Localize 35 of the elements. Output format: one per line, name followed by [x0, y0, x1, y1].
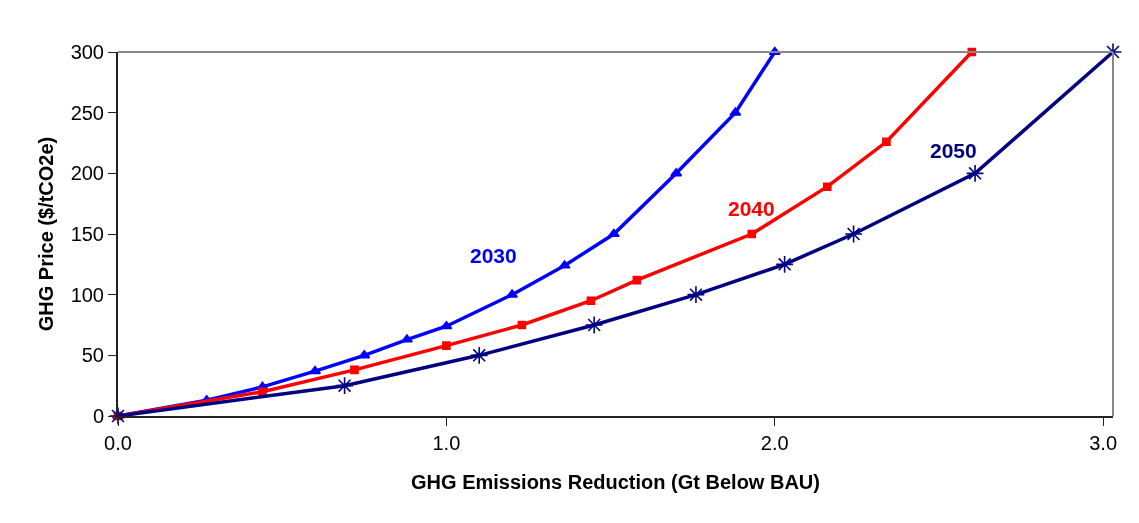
point: [584, 315, 604, 335]
point: [335, 376, 354, 395]
y-tick-label: 100: [70, 283, 104, 306]
x-axis-title: GHG Emissions Reduction (Gt Below BAU): [411, 471, 820, 493]
y-tick-label: 50: [81, 344, 104, 367]
point: [747, 229, 757, 239]
point: [350, 365, 359, 375]
point: [309, 365, 322, 375]
y-tick-label: 300: [70, 41, 104, 63]
point: [844, 224, 863, 244]
y-tick-label: 150: [70, 223, 104, 245]
x-tick-label: 2.0: [760, 432, 789, 454]
point: [882, 137, 891, 147]
x-tick-label: 3.0: [1089, 432, 1118, 454]
point: [442, 341, 451, 350]
point: [517, 320, 527, 330]
point: [823, 182, 832, 191]
point: [586, 296, 596, 306]
y-tick-label: 250: [70, 101, 104, 124]
point: [470, 346, 489, 365]
point: [775, 255, 794, 274]
series-label: 2040: [728, 197, 775, 220]
point: [686, 285, 706, 304]
point: [965, 164, 985, 183]
point: [440, 320, 453, 330]
point: [632, 275, 642, 285]
point: [258, 387, 267, 397]
y-tick-label: 200: [70, 162, 104, 185]
y-tick-label: 0: [92, 405, 104, 427]
series-label: 2030: [470, 244, 517, 267]
y-axis-title: GHG Price ($/tCO2e): [34, 136, 57, 332]
point: [607, 228, 620, 238]
x-tick-label: 1.0: [432, 432, 461, 454]
x-tick-label: 0.0: [104, 432, 132, 454]
series-label: 2050: [930, 139, 977, 162]
